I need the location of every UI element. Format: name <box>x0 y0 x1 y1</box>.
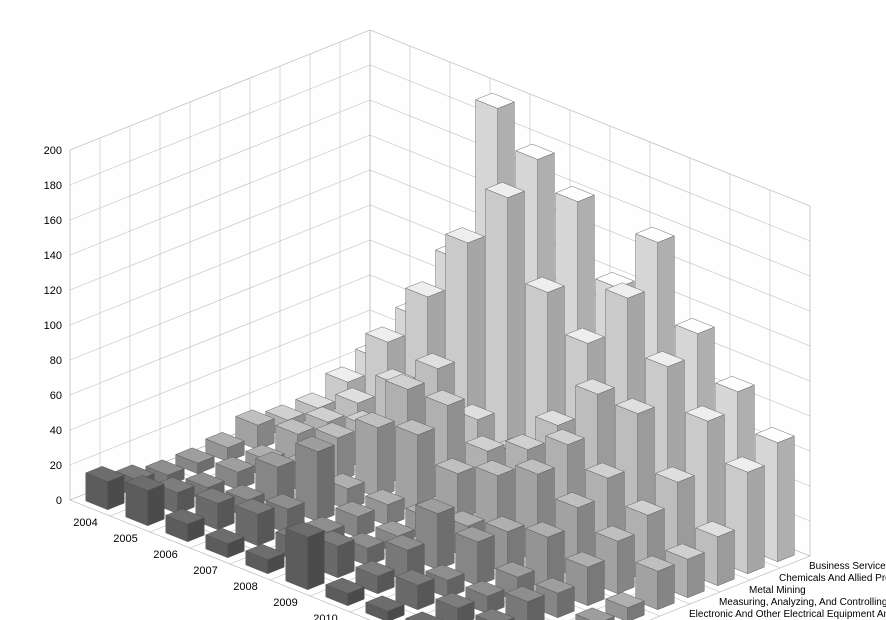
x-tick-label: 2008 <box>233 581 257 593</box>
y-tick-label: 160 <box>44 215 62 227</box>
x-tick-label: 2007 <box>193 565 217 577</box>
bar <box>126 475 165 525</box>
y-tick-label: 60 <box>50 390 62 402</box>
x-tick-label: 2004 <box>73 517 97 529</box>
bar <box>86 466 125 509</box>
y-tick-label: 140 <box>44 250 62 262</box>
y-tick-label: 20 <box>50 460 62 472</box>
x-tick-label: 2005 <box>113 533 137 545</box>
bar <box>286 522 325 590</box>
y-tick-label: 0 <box>56 495 62 507</box>
x-tick-label: 2009 <box>273 597 297 609</box>
y-tick-label: 100 <box>44 320 62 332</box>
y-tick-label: 40 <box>50 425 62 437</box>
series-label: Electronic And Other Electrical Equipmen… <box>689 609 886 620</box>
x-tick-label: 2010 <box>313 613 337 620</box>
x-tick-label: 2006 <box>153 549 177 561</box>
series-label: Metal Mining <box>749 585 806 596</box>
series-label: Measuring, Analyzing, And Controlling In… <box>719 597 886 608</box>
y-tick-label: 120 <box>44 285 62 297</box>
series-label: Business Services <box>809 561 886 572</box>
y-tick-label: 180 <box>44 180 62 192</box>
chart-svg: 0 20 40 60 80 100 120 140 160 180 200 2004 2005 2006 2… <box>0 0 886 620</box>
y-tick-label: 200 <box>44 145 62 157</box>
y-tick-label: 80 <box>50 355 62 367</box>
chart-3d-bar: 0 20 40 60 80 100 120 140 160 180 200 2004 2005 2006 2… <box>0 0 886 620</box>
series-label: Chemicals And Allied Products <box>779 573 886 584</box>
